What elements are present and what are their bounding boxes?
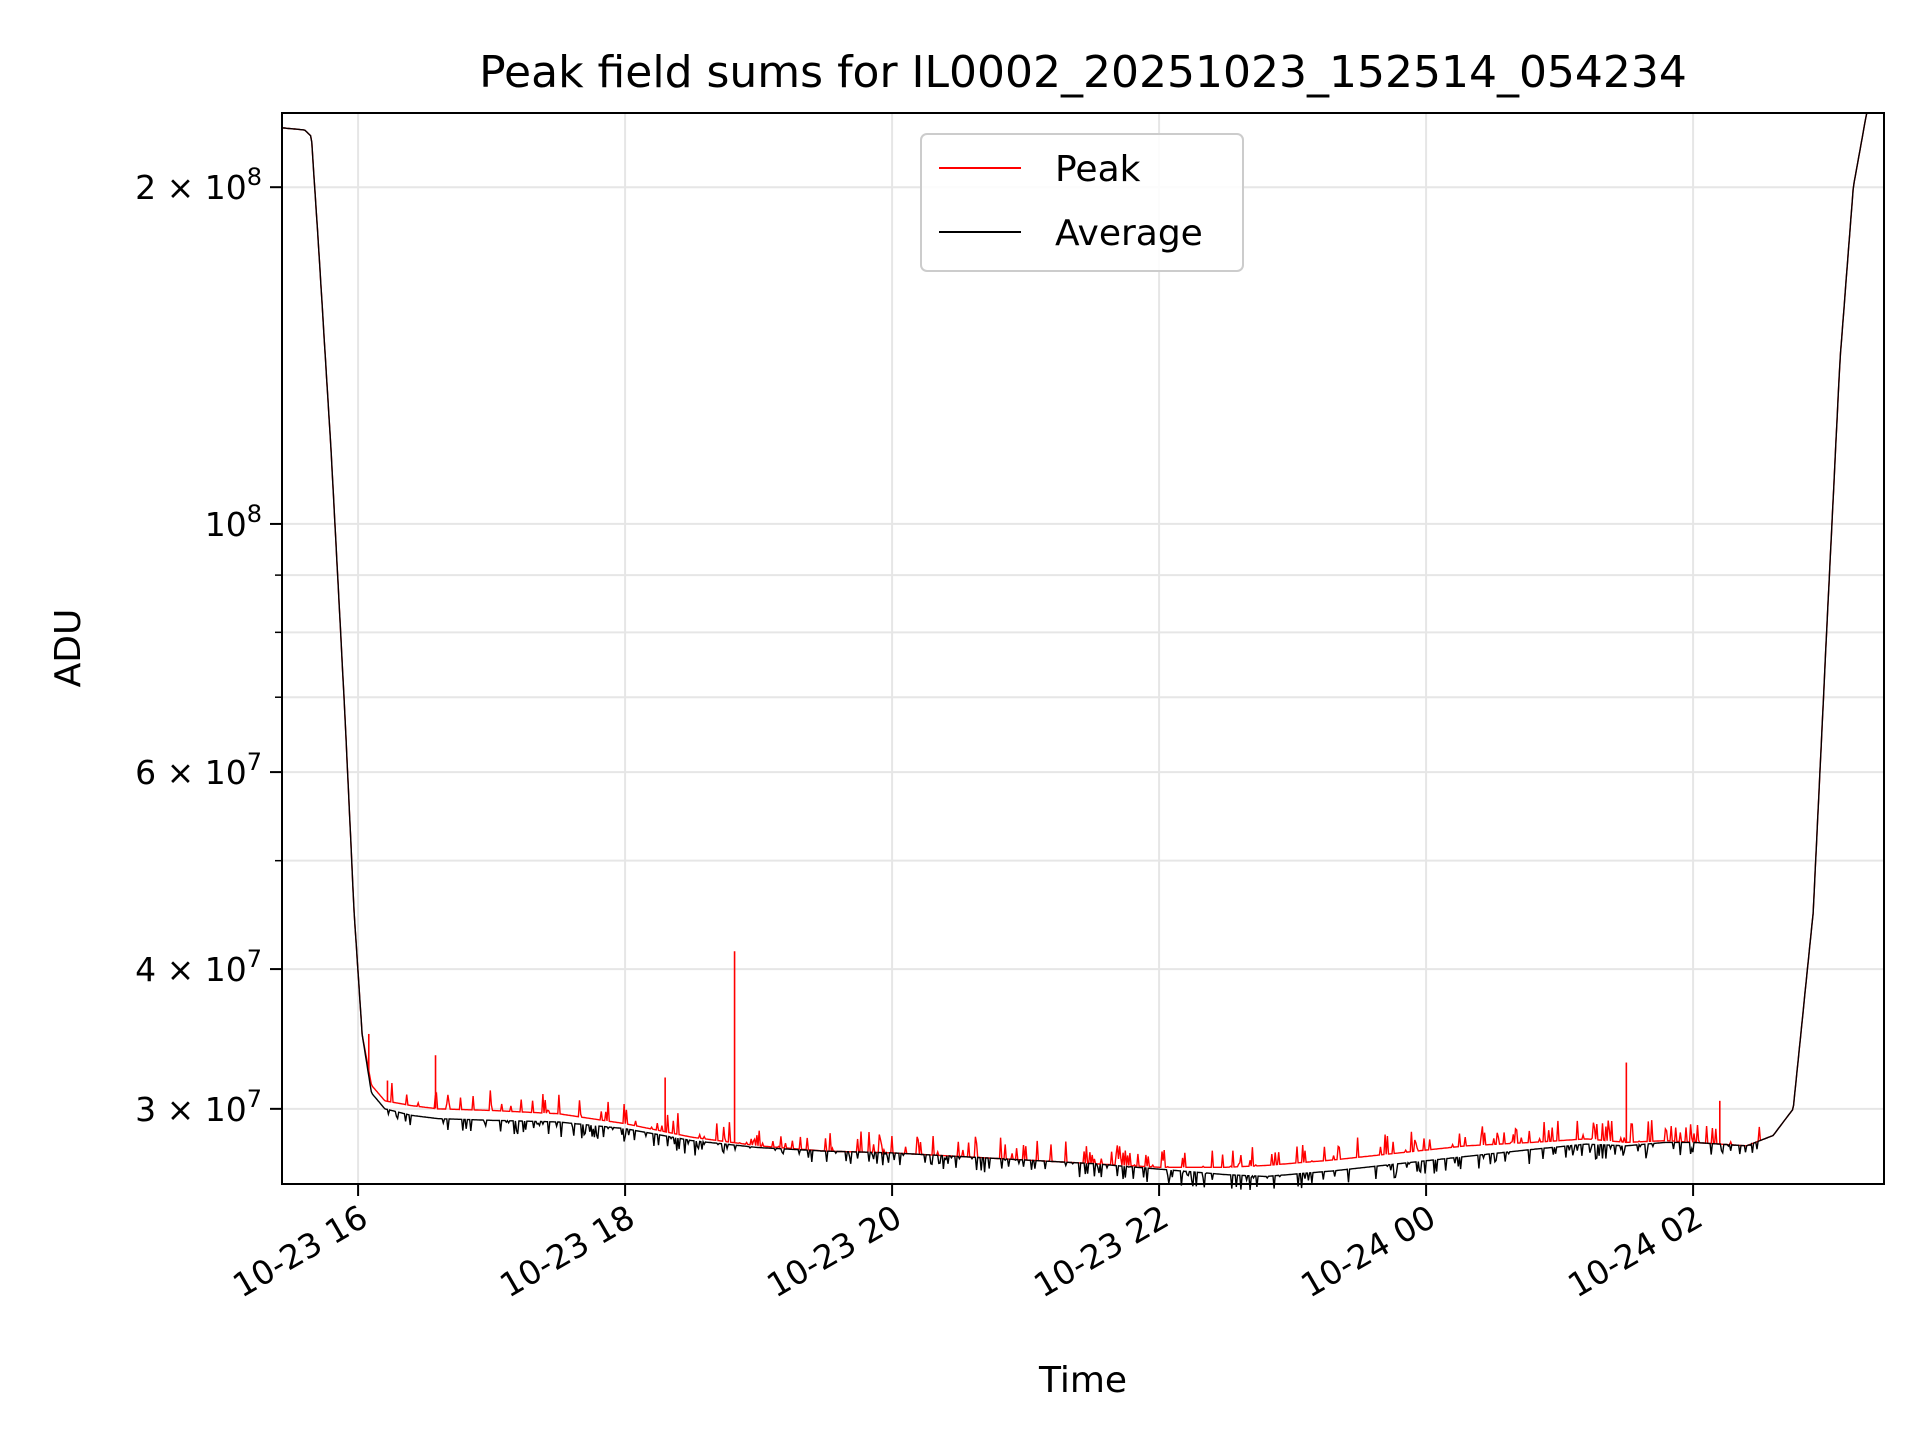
y-axis-label: ADU xyxy=(48,609,89,688)
legend-label-average: Average xyxy=(1055,213,1203,254)
plot-frame xyxy=(281,112,1885,1185)
ticks xyxy=(270,186,1695,1196)
y-tick-exponent: 8 xyxy=(247,163,262,191)
y-tick-label: 108 xyxy=(205,500,262,544)
y-tick-label: 3 × 107 xyxy=(135,1085,262,1129)
chart-title: Peak field sums for IL0002_20251023_1525… xyxy=(479,47,1687,98)
legend-label-peak: Peak xyxy=(1055,149,1141,190)
y-tick-coefficient: 10 xyxy=(205,505,247,544)
series-layer xyxy=(281,112,1884,1190)
y-tick-coefficient: 3 × 10 xyxy=(135,1090,247,1129)
y-tick-label: 6 × 107 xyxy=(135,748,262,792)
y-tick-coefficient: 6 × 10 xyxy=(135,753,247,792)
x-axis-label: Time xyxy=(1038,1360,1127,1401)
legend: Peak Average xyxy=(920,133,1244,272)
y-tick-coefficient: 2 × 10 xyxy=(135,168,247,207)
y-tick-coefficient: 4 × 10 xyxy=(135,950,247,989)
y-tick-exponent: 7 xyxy=(247,748,262,776)
y-tick-exponent: 7 xyxy=(247,945,262,973)
y-tick-label: 4 × 107 xyxy=(135,945,262,989)
y-tick-exponent: 8 xyxy=(247,500,262,528)
y-tick-label: 2 × 108 xyxy=(135,163,262,207)
y-tick-exponent: 7 xyxy=(247,1085,262,1113)
series-line-average xyxy=(281,112,1884,1190)
